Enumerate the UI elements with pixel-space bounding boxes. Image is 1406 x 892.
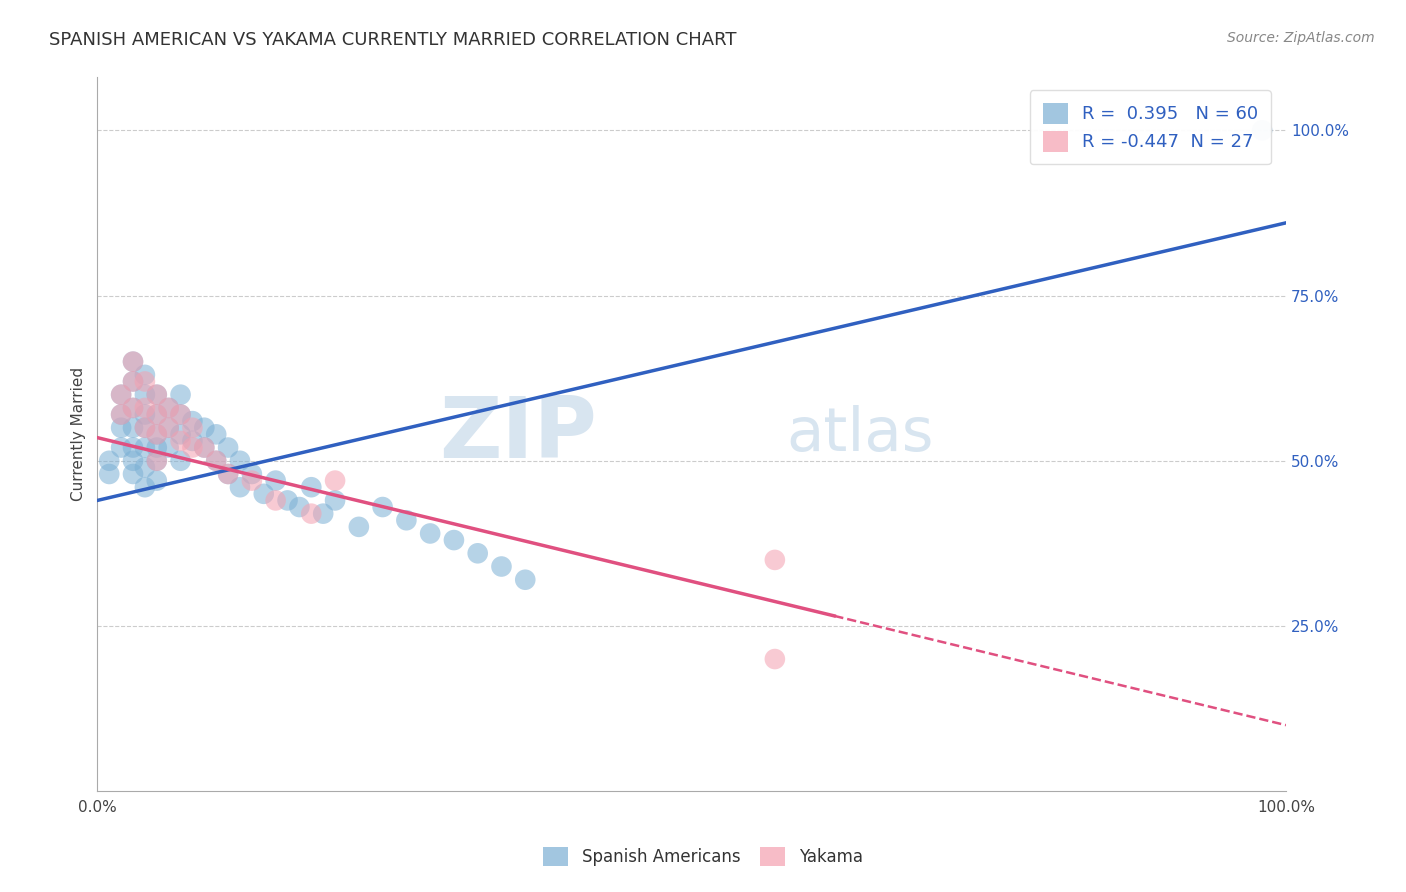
- Point: [443, 533, 465, 547]
- Point: [146, 441, 169, 455]
- Point: [169, 387, 191, 401]
- Point: [240, 474, 263, 488]
- Point: [122, 354, 145, 368]
- Point: [146, 427, 169, 442]
- Point: [193, 421, 215, 435]
- Point: [134, 480, 156, 494]
- Point: [763, 553, 786, 567]
- Point: [134, 401, 156, 415]
- Point: [157, 421, 180, 435]
- Point: [146, 454, 169, 468]
- Point: [169, 434, 191, 448]
- Point: [146, 387, 169, 401]
- Point: [122, 454, 145, 468]
- Point: [169, 427, 191, 442]
- Point: [122, 401, 145, 415]
- Point: [181, 441, 204, 455]
- Point: [146, 427, 169, 442]
- Point: [253, 487, 276, 501]
- Point: [134, 460, 156, 475]
- Point: [419, 526, 441, 541]
- Legend: R =  0.395   N = 60, R = -0.447  N = 27: R = 0.395 N = 60, R = -0.447 N = 27: [1029, 90, 1271, 164]
- Point: [181, 414, 204, 428]
- Point: [134, 421, 156, 435]
- Point: [110, 408, 132, 422]
- Point: [299, 507, 322, 521]
- Text: Source: ZipAtlas.com: Source: ZipAtlas.com: [1227, 31, 1375, 45]
- Point: [193, 441, 215, 455]
- Point: [157, 401, 180, 415]
- Point: [146, 387, 169, 401]
- Legend: Spanish Americans, Yakama: Spanish Americans, Yakama: [536, 838, 870, 875]
- Point: [205, 454, 228, 468]
- Point: [146, 454, 169, 468]
- Y-axis label: Currently Married: Currently Married: [72, 368, 86, 501]
- Point: [157, 441, 180, 455]
- Point: [395, 513, 418, 527]
- Point: [229, 480, 252, 494]
- Point: [323, 474, 346, 488]
- Point: [169, 408, 191, 422]
- Point: [1251, 123, 1274, 137]
- Point: [205, 454, 228, 468]
- Point: [122, 441, 145, 455]
- Point: [181, 434, 204, 448]
- Point: [110, 387, 132, 401]
- Point: [299, 480, 322, 494]
- Point: [122, 375, 145, 389]
- Point: [134, 375, 156, 389]
- Text: SPANISH AMERICAN VS YAKAMA CURRENTLY MARRIED CORRELATION CHART: SPANISH AMERICAN VS YAKAMA CURRENTLY MAR…: [49, 31, 737, 49]
- Point: [205, 427, 228, 442]
- Point: [169, 408, 191, 422]
- Point: [146, 474, 169, 488]
- Text: ZIP: ZIP: [439, 392, 596, 475]
- Point: [122, 354, 145, 368]
- Point: [217, 467, 239, 481]
- Point: [122, 421, 145, 435]
- Point: [98, 467, 121, 481]
- Point: [122, 467, 145, 481]
- Point: [110, 421, 132, 435]
- Point: [515, 573, 537, 587]
- Point: [146, 408, 169, 422]
- Point: [763, 652, 786, 666]
- Point: [169, 454, 191, 468]
- Point: [110, 387, 132, 401]
- Point: [288, 500, 311, 514]
- Point: [240, 467, 263, 481]
- Point: [98, 454, 121, 468]
- Point: [134, 387, 156, 401]
- Point: [491, 559, 513, 574]
- Point: [134, 441, 156, 455]
- Point: [181, 421, 204, 435]
- Point: [110, 441, 132, 455]
- Point: [323, 493, 346, 508]
- Text: atlas: atlas: [787, 405, 934, 464]
- Point: [229, 454, 252, 468]
- Point: [371, 500, 394, 514]
- Point: [277, 493, 299, 508]
- Point: [134, 421, 156, 435]
- Point: [122, 375, 145, 389]
- Point: [217, 441, 239, 455]
- Point: [110, 408, 132, 422]
- Point: [193, 441, 215, 455]
- Point: [157, 421, 180, 435]
- Point: [157, 401, 180, 415]
- Point: [467, 546, 489, 560]
- Point: [264, 493, 287, 508]
- Point: [122, 401, 145, 415]
- Point: [347, 520, 370, 534]
- Point: [312, 507, 335, 521]
- Point: [217, 467, 239, 481]
- Point: [134, 408, 156, 422]
- Point: [264, 474, 287, 488]
- Point: [146, 408, 169, 422]
- Point: [134, 368, 156, 382]
